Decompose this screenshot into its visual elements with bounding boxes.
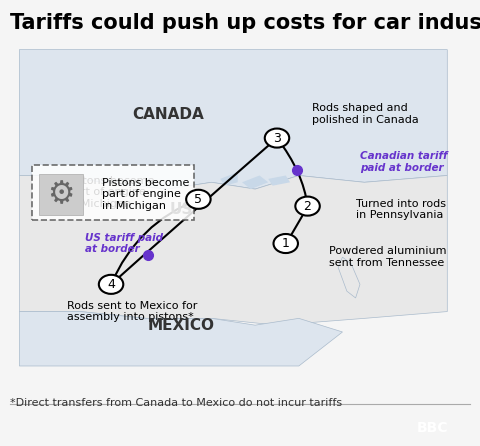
Text: BBC: BBC bbox=[416, 421, 448, 435]
Text: US: US bbox=[169, 202, 192, 217]
Text: 5: 5 bbox=[194, 193, 203, 206]
Circle shape bbox=[265, 128, 289, 148]
Text: Turned into rods
in Pennsylvania: Turned into rods in Pennsylvania bbox=[356, 199, 445, 220]
Text: ⚙: ⚙ bbox=[47, 180, 74, 209]
Circle shape bbox=[295, 197, 320, 215]
Circle shape bbox=[274, 234, 298, 253]
FancyBboxPatch shape bbox=[33, 165, 194, 220]
Polygon shape bbox=[338, 257, 360, 298]
Text: 2: 2 bbox=[304, 200, 312, 213]
Text: 4: 4 bbox=[107, 278, 115, 291]
Polygon shape bbox=[19, 175, 447, 325]
Text: US tariff paid
at border: US tariff paid at border bbox=[85, 233, 163, 254]
Polygon shape bbox=[220, 172, 238, 186]
Text: MEXICO: MEXICO bbox=[147, 318, 215, 333]
Circle shape bbox=[99, 275, 123, 294]
Polygon shape bbox=[242, 175, 268, 189]
Circle shape bbox=[186, 190, 211, 209]
Text: Pistons become
part of engine
in Michigan: Pistons become part of engine in Michiga… bbox=[102, 178, 190, 211]
Text: Canadian tariff
paid at border: Canadian tariff paid at border bbox=[360, 151, 447, 173]
Text: Powdered aluminium
sent from Tennessee: Powdered aluminium sent from Tennessee bbox=[329, 246, 447, 268]
FancyBboxPatch shape bbox=[39, 174, 83, 215]
Text: Rods shaped and
polished in Canada: Rods shaped and polished in Canada bbox=[312, 103, 419, 125]
Text: *Direct transfers from Canada to Mexico do not incur tariffs: *Direct transfers from Canada to Mexico … bbox=[10, 398, 342, 408]
Text: 3: 3 bbox=[273, 132, 281, 145]
Text: Rods sent to Mexico for
assembly into pistons*: Rods sent to Mexico for assembly into pi… bbox=[67, 301, 198, 322]
Text: CANADA: CANADA bbox=[132, 107, 204, 122]
Text: 1: 1 bbox=[282, 237, 289, 250]
Polygon shape bbox=[268, 175, 290, 186]
Polygon shape bbox=[19, 312, 343, 366]
Polygon shape bbox=[19, 50, 447, 189]
Text: Tariffs could push up costs for car industry: Tariffs could push up costs for car indu… bbox=[10, 13, 480, 33]
Text: Pistons become
part of engine
in Michigan: Pistons become part of engine in Michiga… bbox=[67, 176, 155, 209]
